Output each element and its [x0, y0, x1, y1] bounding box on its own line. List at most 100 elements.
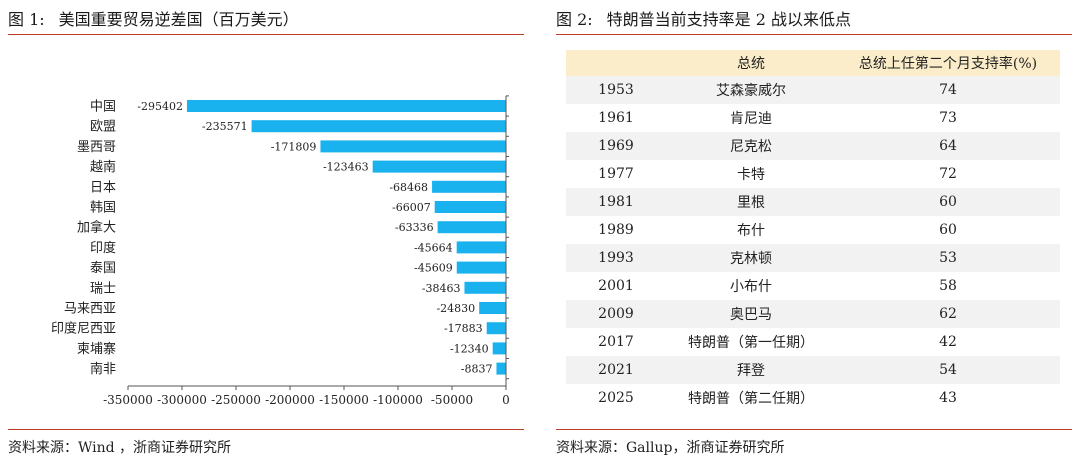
cell-year: 1969 [566, 132, 666, 160]
right-source: 资料来源：Gallup，浙商证券研究所 [556, 440, 785, 456]
data-label: -38463 [422, 282, 461, 295]
bar [372, 160, 506, 173]
cell-year: 2017 [598, 334, 634, 350]
cell-approval: 42 [939, 334, 957, 350]
data-label: -63336 [395, 221, 434, 234]
left-source: 资料来源：Wind ，浙商证券研究所 [8, 440, 232, 456]
bar [320, 140, 506, 153]
bar [456, 241, 506, 254]
cell-president: 小布什 [730, 279, 772, 295]
category-label: 墨西哥 [77, 140, 116, 155]
cell-year: 2009 [566, 300, 666, 328]
x-tick-label: -200000 [265, 393, 315, 407]
cell-year: 1981 [566, 188, 666, 216]
table-row: 1953 艾森豪威尔 74 [566, 76, 1060, 104]
table-row: 1989 布什 60 [566, 216, 1060, 244]
category-label: 欧盟 [90, 120, 116, 135]
bar [456, 261, 506, 274]
bar [479, 302, 506, 314]
left-figure-number: 图 1: [8, 10, 45, 29]
cell-president: 卡特 [737, 167, 765, 183]
cell-president: 特朗普（第一任期） [688, 335, 814, 351]
cell-approval: 60 [836, 188, 1060, 216]
x-tick-label: 0 [502, 393, 510, 407]
bar [251, 120, 506, 133]
cell-year: 1989 [598, 222, 634, 238]
data-label: -12340 [450, 342, 489, 355]
category-label: 泰国 [90, 261, 116, 276]
right-figure-title: 图 2: 特朗普当前支持率是 2 战以来低点 [556, 6, 851, 30]
category-label: 印度 [90, 240, 116, 256]
bar [496, 362, 506, 375]
right-title-text: 特朗普当前支持率是 2 战以来低点 [606, 10, 852, 29]
table-row: 2009 奥巴马 62 [566, 300, 1060, 328]
cell-approval: 64 [836, 132, 1060, 160]
approval-table: 总统 总统上任第二个月支持率(%) 1953 艾森豪威尔 74 1961 肯尼迪 73 19… [566, 50, 1060, 412]
x-tick-label: -150000 [319, 393, 369, 407]
data-label: -235571 [202, 120, 248, 133]
cell-approval: 58 [939, 278, 957, 294]
header-president: 总统 [666, 50, 836, 76]
cell-approval: 62 [836, 300, 1060, 328]
header-year [566, 50, 666, 76]
cell-president: 克林顿 [666, 244, 836, 272]
table-header-row: 总统 总统上任第二个月支持率(%) [566, 50, 1060, 76]
cell-president: 布什 [737, 223, 765, 239]
data-label: -123463 [323, 161, 369, 174]
left-figure-title: 图 1: 美国重要贸易逆差国（百万美元） [8, 6, 299, 30]
category-label: 韩国 [90, 201, 116, 216]
category-label: 加拿大 [77, 220, 116, 236]
cell-president: 奥巴马 [666, 300, 836, 328]
table-row: 2017 特朗普（第一任期） 42 [566, 328, 1060, 356]
cell-president: 里根 [666, 188, 836, 216]
table-row: 2025 特朗普（第二任期） 43 [566, 384, 1060, 412]
cell-president: 肯尼迪 [730, 111, 772, 127]
bar [186, 100, 507, 112]
bar [486, 322, 506, 335]
x-tick-label: -100000 [373, 393, 423, 407]
bar [464, 281, 506, 294]
bar [437, 221, 506, 234]
right-source-rule [556, 429, 1072, 430]
data-label: -295402 [137, 100, 183, 113]
left-source-rule [8, 429, 524, 430]
cell-president: 艾森豪威尔 [666, 76, 836, 104]
cell-approval: 54 [836, 356, 1060, 384]
cell-president: 拜登 [666, 356, 836, 384]
cell-year: 2021 [566, 356, 666, 384]
cell-year: 2001 [598, 278, 634, 294]
data-label: -45664 [414, 241, 453, 254]
bar [492, 342, 506, 355]
category-label: 越南 [90, 159, 116, 175]
category-label: 中国 [90, 100, 116, 115]
table-row: 2001 小布什 58 [566, 272, 1060, 300]
data-label: -17883 [444, 322, 483, 335]
cell-approval: 73 [939, 110, 957, 126]
cell-year: 1993 [566, 244, 666, 272]
right-figure-number: 图 2: [556, 10, 593, 29]
table-row: 1977 卡特 72 [566, 160, 1060, 188]
category-label: 柬埔寨 [77, 341, 116, 357]
table-row: 2021 拜登 54 [566, 356, 1060, 384]
x-tick-label: -350000 [103, 393, 153, 407]
cell-president: 尼克松 [666, 132, 836, 160]
cell-approval: 60 [939, 222, 957, 238]
table-row: 1961 肯尼迪 73 [566, 104, 1060, 132]
table-row: 1993 克林顿 53 [566, 244, 1060, 272]
x-tick-label: -300000 [157, 393, 207, 407]
cell-year: 1977 [598, 166, 634, 182]
bar [432, 180, 506, 193]
data-label: -8837 [461, 363, 493, 376]
bar [434, 201, 506, 213]
cell-approval: 72 [939, 166, 957, 182]
category-label: 南非 [90, 361, 116, 377]
left-title-rule [8, 34, 524, 35]
table-row: 1969 尼克松 64 [566, 132, 1060, 160]
data-label: -66007 [392, 201, 431, 214]
trade-deficit-chart: 中国 -295402 欧盟 -235571 墨西哥 -171809 越南 -123463 日本 -… [51, 95, 510, 407]
cell-approval: 53 [836, 244, 1060, 272]
cell-president: 特朗普（第二任期） [688, 391, 814, 407]
x-tick-label: -250000 [211, 393, 261, 407]
data-label: -45609 [414, 262, 453, 275]
cell-year: 1961 [598, 110, 634, 126]
